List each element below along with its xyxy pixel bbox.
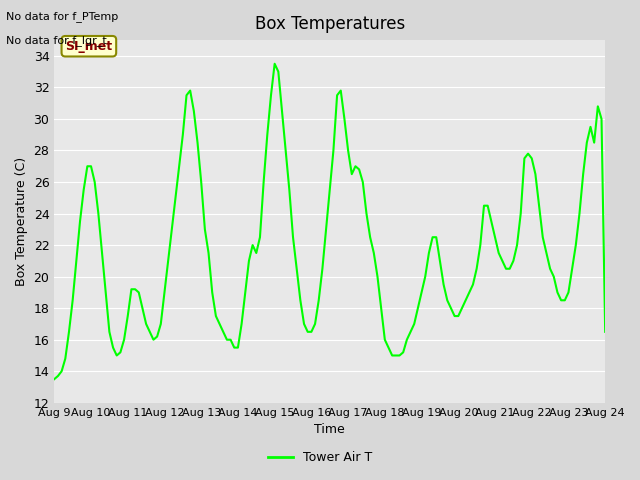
Title: Box Temperatures: Box Temperatures (255, 15, 405, 33)
Text: No data for f_PTemp: No data for f_PTemp (6, 11, 118, 22)
Legend: Tower Air T: Tower Air T (263, 446, 377, 469)
Y-axis label: Box Temperature (C): Box Temperature (C) (15, 157, 28, 286)
Text: SI_met: SI_met (65, 40, 113, 53)
Text: No data for f_lgr_t: No data for f_lgr_t (6, 35, 107, 46)
X-axis label: Time: Time (314, 423, 345, 436)
